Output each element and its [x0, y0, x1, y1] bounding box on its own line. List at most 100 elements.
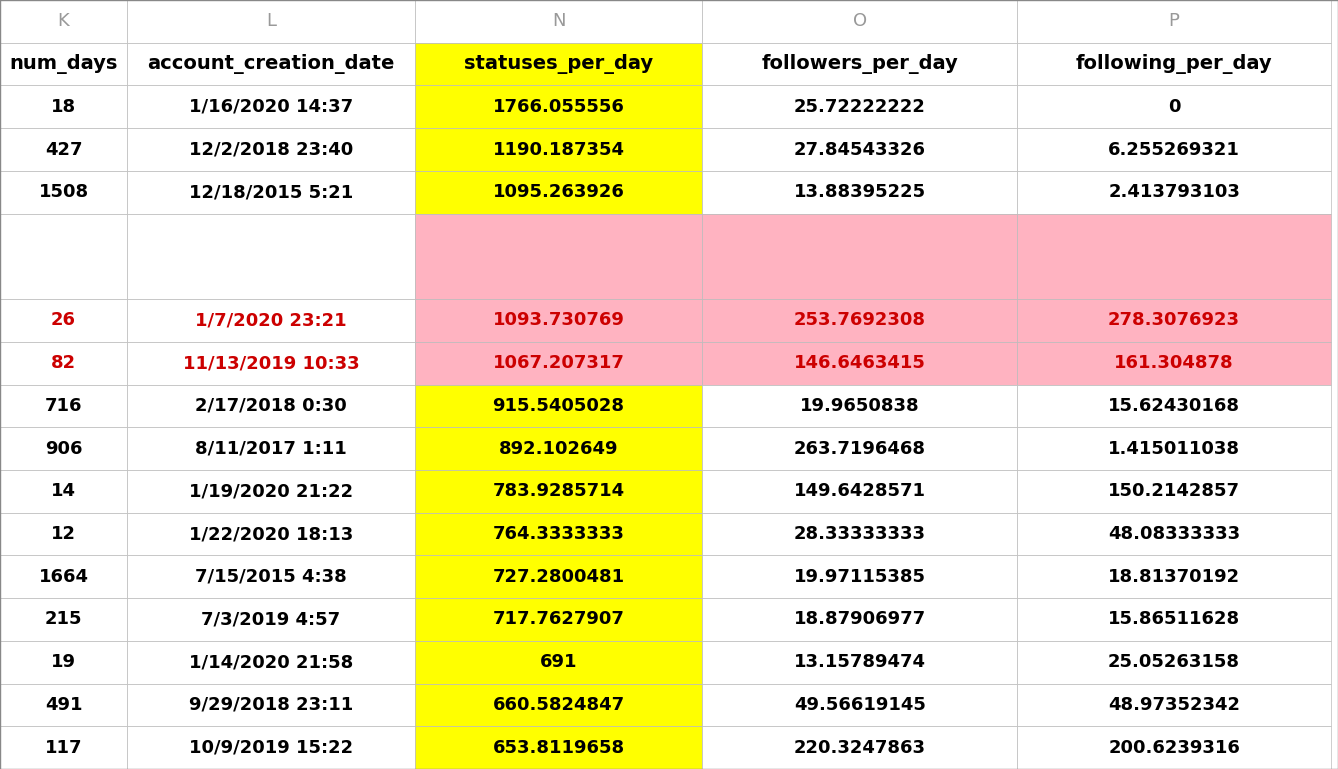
Bar: [127, 726, 415, 769]
Text: 200.6239316: 200.6239316: [1108, 739, 1240, 757]
Bar: [702, 341, 1017, 384]
Text: 13.88395225: 13.88395225: [793, 183, 926, 201]
Bar: [1017, 0, 1331, 43]
Bar: [127, 513, 415, 555]
Text: 1/7/2020 23:21: 1/7/2020 23:21: [195, 311, 347, 329]
Bar: [127, 214, 415, 299]
Text: 19.97115385: 19.97115385: [793, 568, 926, 586]
Text: 26: 26: [51, 311, 76, 329]
Bar: [0, 171, 127, 214]
Bar: [702, 726, 1017, 769]
Text: 717.7627907: 717.7627907: [492, 611, 625, 628]
Bar: [415, 684, 702, 726]
Text: 48.08333333: 48.08333333: [1108, 525, 1240, 543]
Bar: [702, 428, 1017, 470]
Bar: [702, 513, 1017, 555]
Text: K: K: [58, 12, 70, 30]
Bar: [415, 641, 702, 684]
Bar: [0, 555, 127, 598]
Text: 18.87906977: 18.87906977: [793, 611, 926, 628]
Text: 716: 716: [44, 397, 83, 414]
Bar: [702, 555, 1017, 598]
Bar: [0, 470, 127, 513]
Text: 1/16/2020 14:37: 1/16/2020 14:37: [189, 98, 353, 116]
Text: 10/9/2019 15:22: 10/9/2019 15:22: [189, 739, 353, 757]
Bar: [415, 384, 702, 428]
Text: 491: 491: [44, 696, 83, 714]
Text: P: P: [1168, 12, 1180, 30]
Text: 15.86511628: 15.86511628: [1108, 611, 1240, 628]
Text: 8/11/2017 1:11: 8/11/2017 1:11: [195, 440, 347, 458]
Bar: [1017, 726, 1331, 769]
Bar: [0, 43, 127, 85]
Bar: [415, 128, 702, 171]
Bar: [415, 0, 702, 43]
Bar: [702, 128, 1017, 171]
Bar: [1017, 43, 1331, 85]
Bar: [127, 684, 415, 726]
Text: 215: 215: [44, 611, 83, 628]
Text: 1/22/2020 18:13: 1/22/2020 18:13: [189, 525, 353, 543]
Text: 764.3333333: 764.3333333: [492, 525, 625, 543]
Bar: [127, 428, 415, 470]
Text: 691: 691: [539, 653, 578, 671]
Text: 82: 82: [51, 355, 76, 372]
Bar: [415, 513, 702, 555]
Bar: [0, 0, 127, 43]
Bar: [127, 171, 415, 214]
Bar: [1017, 598, 1331, 641]
Bar: [415, 214, 702, 299]
Text: 6.255269321: 6.255269321: [1108, 141, 1240, 158]
Bar: [415, 171, 702, 214]
Text: 12/18/2015 5:21: 12/18/2015 5:21: [189, 183, 353, 201]
Bar: [1017, 341, 1331, 384]
Text: 25.05263158: 25.05263158: [1108, 653, 1240, 671]
Bar: [0, 428, 127, 470]
Text: 1095.263926: 1095.263926: [492, 183, 625, 201]
Bar: [127, 299, 415, 341]
Bar: [415, 299, 702, 341]
Bar: [702, 384, 1017, 428]
Text: 1/19/2020 21:22: 1/19/2020 21:22: [189, 482, 353, 501]
Bar: [1017, 555, 1331, 598]
Text: 13.15789474: 13.15789474: [793, 653, 926, 671]
Bar: [415, 470, 702, 513]
Bar: [1017, 299, 1331, 341]
Bar: [702, 85, 1017, 128]
Bar: [415, 428, 702, 470]
Bar: [0, 214, 127, 299]
Text: 653.8119658: 653.8119658: [492, 739, 625, 757]
Text: 18.81370192: 18.81370192: [1108, 568, 1240, 586]
Text: 11/13/2019 10:33: 11/13/2019 10:33: [182, 355, 360, 372]
Bar: [127, 85, 415, 128]
Bar: [0, 299, 127, 341]
Text: 1.415011038: 1.415011038: [1108, 440, 1240, 458]
Text: 117: 117: [44, 739, 83, 757]
Bar: [0, 684, 127, 726]
Bar: [702, 684, 1017, 726]
Bar: [1017, 684, 1331, 726]
Bar: [415, 555, 702, 598]
Text: 427: 427: [44, 141, 83, 158]
Text: 1/14/2020 21:58: 1/14/2020 21:58: [189, 653, 353, 671]
Bar: [415, 726, 702, 769]
Bar: [1017, 428, 1331, 470]
Bar: [0, 128, 127, 171]
Bar: [0, 341, 127, 384]
Text: 220.3247863: 220.3247863: [793, 739, 926, 757]
Text: 278.3076923: 278.3076923: [1108, 311, 1240, 329]
Bar: [415, 598, 702, 641]
Text: 1664: 1664: [39, 568, 88, 586]
Bar: [415, 341, 702, 384]
Bar: [702, 299, 1017, 341]
Bar: [0, 598, 127, 641]
Bar: [127, 470, 415, 513]
Text: 15.62430168: 15.62430168: [1108, 397, 1240, 414]
Text: 48.97352342: 48.97352342: [1108, 696, 1240, 714]
Text: 19.9650838: 19.9650838: [800, 397, 919, 414]
Bar: [0, 641, 127, 684]
Text: 253.7692308: 253.7692308: [793, 311, 926, 329]
Text: 9/29/2018 23:11: 9/29/2018 23:11: [189, 696, 353, 714]
Text: 27.84543326: 27.84543326: [793, 141, 926, 158]
Text: following_per_day: following_per_day: [1076, 54, 1272, 74]
